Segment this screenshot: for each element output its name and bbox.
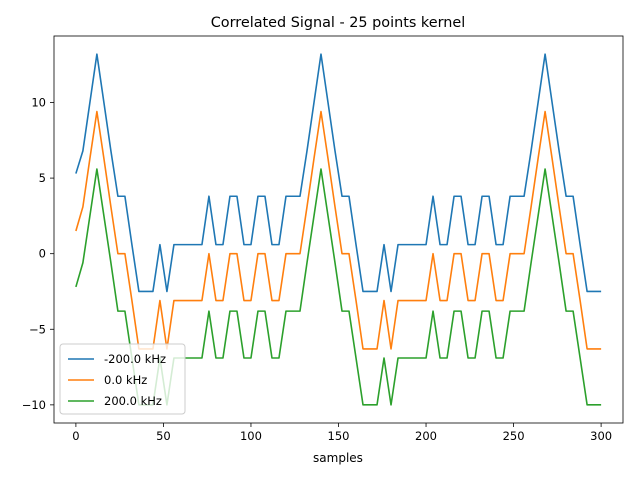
x-tick-label: 0 [72,429,79,443]
y-tick-label: 5 [39,171,46,185]
legend-label-2: 200.0 kHz [104,394,162,408]
chart-title: Correlated Signal - 25 points kernel [211,15,466,31]
legend-label-0: -200.0 kHz [104,352,166,366]
series-line-1 [75,110,602,350]
y-tick-label: −10 [22,398,46,412]
legend-box [59,343,186,415]
x-axis: 0 50 100 150 200 250 300 [72,423,612,443]
y-tick-label: −5 [29,322,46,336]
x-tick-label: 100 [240,429,262,443]
x-tick-label: 150 [328,429,350,443]
legend-label-1: 0.0 kHz [104,373,147,387]
legend: -200.0 kHz 0.0 kHz 200.0 kHz [59,343,186,415]
x-tick-label: 200 [415,429,437,443]
series-line-0 [75,53,602,293]
x-tick-label: 300 [590,429,612,443]
y-axis: −10 −5 0 5 10 [22,96,54,412]
y-tick-label: 0 [39,247,46,261]
x-tick-label: 50 [156,429,171,443]
y-tick-label: 10 [31,96,46,110]
x-axis-label: samples [313,451,363,465]
x-tick-label: 250 [503,429,525,443]
